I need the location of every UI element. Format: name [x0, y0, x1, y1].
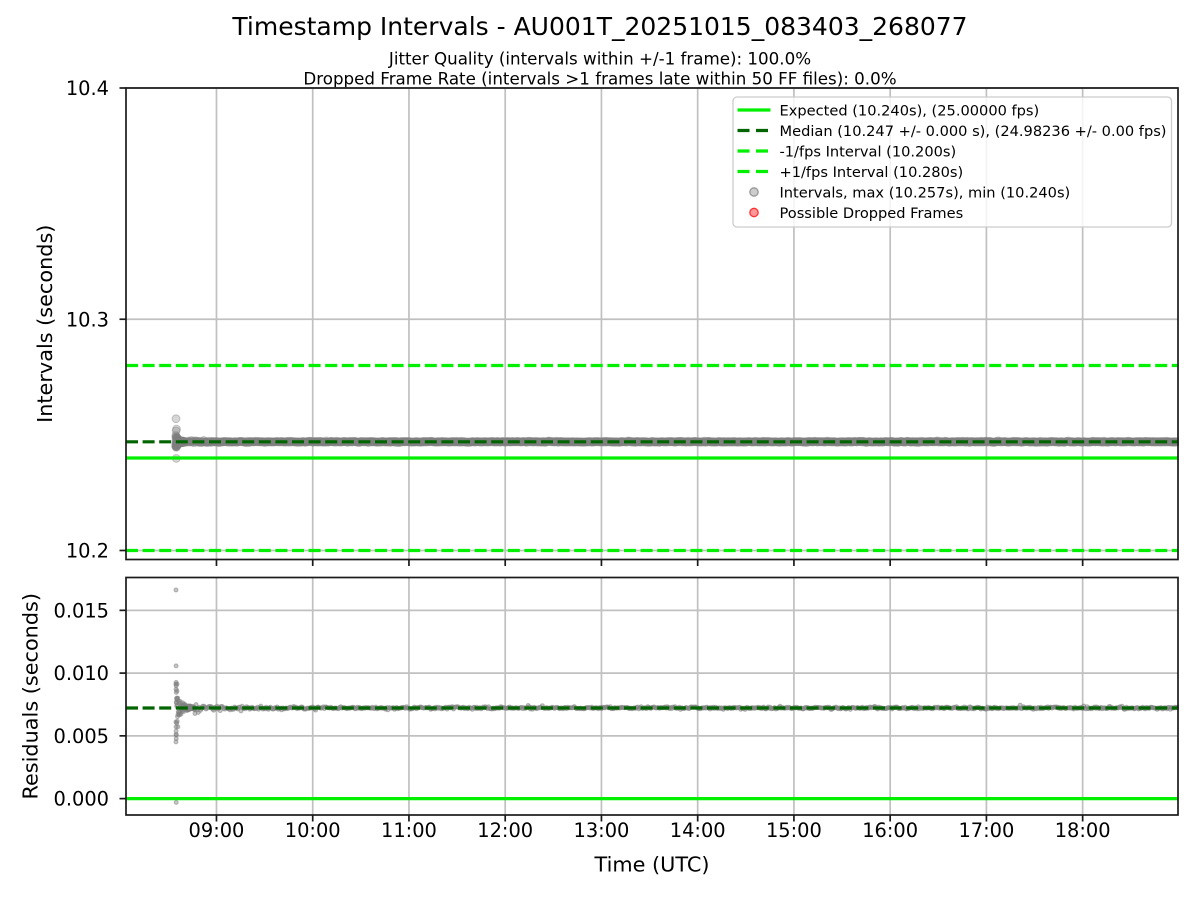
y-tick-label: 10.3: [66, 308, 109, 331]
x-tick-label: 10:00: [285, 819, 341, 842]
y-tick-label: 10.2: [66, 540, 109, 563]
figure-title: Timestamp Intervals - AU001T_20251015_08…: [231, 12, 967, 41]
legend-marker-sample: [749, 187, 759, 197]
x-tick-label: 16:00: [862, 819, 918, 842]
scatter-point: [171, 442, 181, 452]
residuals-plot-xlabel: Time (UTC): [594, 853, 710, 877]
intervals-plot: 10.2 10.3 10.4 Intervals (seconds): [33, 77, 1179, 566]
x-tick-label: 12:00: [477, 819, 533, 842]
scatter-point: [174, 697, 180, 703]
x-tick-label: 13:00: [573, 819, 629, 842]
scatter-point: [173, 799, 179, 805]
legend-entry: Possible Dropped Frames: [749, 205, 964, 222]
intervals-plot-ticks: 10.2 10.3 10.4: [66, 77, 1084, 566]
scatter-point: [171, 430, 181, 440]
legend-entry-label: Possible Dropped Frames: [780, 205, 964, 222]
x-tick-label: 11:00: [381, 819, 437, 842]
x-tick-label: 18:00: [1055, 819, 1111, 842]
y-tick-label: 0.005: [53, 725, 109, 748]
residuals-plot-reference-lines: [126, 706, 1178, 801]
x-tick-label: 17:00: [958, 819, 1014, 842]
y-tick-label: 10.4: [66, 77, 109, 100]
legend-marker-sample: [749, 207, 759, 218]
scatter-point: [173, 587, 179, 593]
scatter-point: [173, 663, 179, 669]
legend-entry-label: Median (10.247 +/- 0.000 s), (24.98236 +…: [780, 123, 1167, 140]
scatter-point: [174, 718, 180, 724]
scatter-point: [171, 426, 181, 436]
legend-entry-label: Intervals, max (10.257s), min (10.240s): [780, 184, 1071, 201]
legend: Expected (10.240s), (25.00000 fps) Median…: [732, 96, 1173, 228]
residuals-plot-points: [173, 587, 1179, 805]
y-tick-label: 0.000: [53, 788, 109, 811]
residuals-plot: 09:00 10:00 11:00 12:00 13:00 14:00 15:00 16:00…: [19, 576, 1179, 877]
legend-entry: Median (10.247 +/- 0.000 s), (24.98236 +…: [737, 123, 1167, 140]
scatter-point: [172, 424, 181, 434]
intervals-plot-ylabel: Intervals (seconds): [33, 225, 57, 423]
residuals-plot-grid: [126, 577, 1178, 815]
legend-entry-label: Expected (10.240s), (25.00000 fps): [780, 102, 1040, 119]
intervals-plot-points: [171, 414, 1179, 463]
plots: 10.2 10.3 10.4 Intervals (seconds) 09:00 10:0…: [19, 77, 1179, 877]
legend-entry-label: +1/fps Interval (10.280s): [780, 164, 964, 181]
y-tick-label: 0.015: [53, 599, 109, 622]
legend-entry: +1/fps Interval (10.280s): [737, 164, 964, 181]
residuals-plot-spines: [125, 576, 1179, 816]
y-tick-label: 0.010: [53, 662, 109, 685]
legend-entry: Intervals, max (10.257s), min (10.240s): [749, 184, 1071, 201]
legend-entry-label: -1/fps Interval (10.200s): [780, 143, 957, 160]
figure-subtitle-dropped: Dropped Frame Rate (intervals >1 frames …: [303, 68, 896, 88]
figure-titles: Timestamp Intervals - AU001T_20251015_08…: [231, 12, 967, 88]
x-tick-label: 09:00: [189, 819, 245, 842]
legend-entry: Expected (10.240s), (25.00000 fps): [737, 102, 1040, 119]
scatter-point: [175, 724, 181, 730]
intervals-plot-reference-lines: [126, 363, 1178, 553]
scatter-point: [173, 689, 179, 695]
scatter-point: [173, 739, 179, 745]
residuals-plot-ticks: 09:00 10:00 11:00 12:00 13:00 14:00 15:00 16:00…: [53, 599, 1110, 842]
x-tick-label: 14:00: [670, 819, 726, 842]
legend-entry: -1/fps Interval (10.200s): [737, 143, 957, 160]
x-tick-label: 15:00: [766, 819, 822, 842]
figure-subtitle-jitter: Jitter Quality (intervals within +/-1 fr…: [388, 49, 811, 69]
legend-box: [732, 96, 1173, 228]
scatter-point: [171, 414, 181, 424]
residuals-plot-ylabel: Residuals (seconds): [19, 593, 43, 800]
intervals-plot-spines: [125, 87, 1179, 561]
